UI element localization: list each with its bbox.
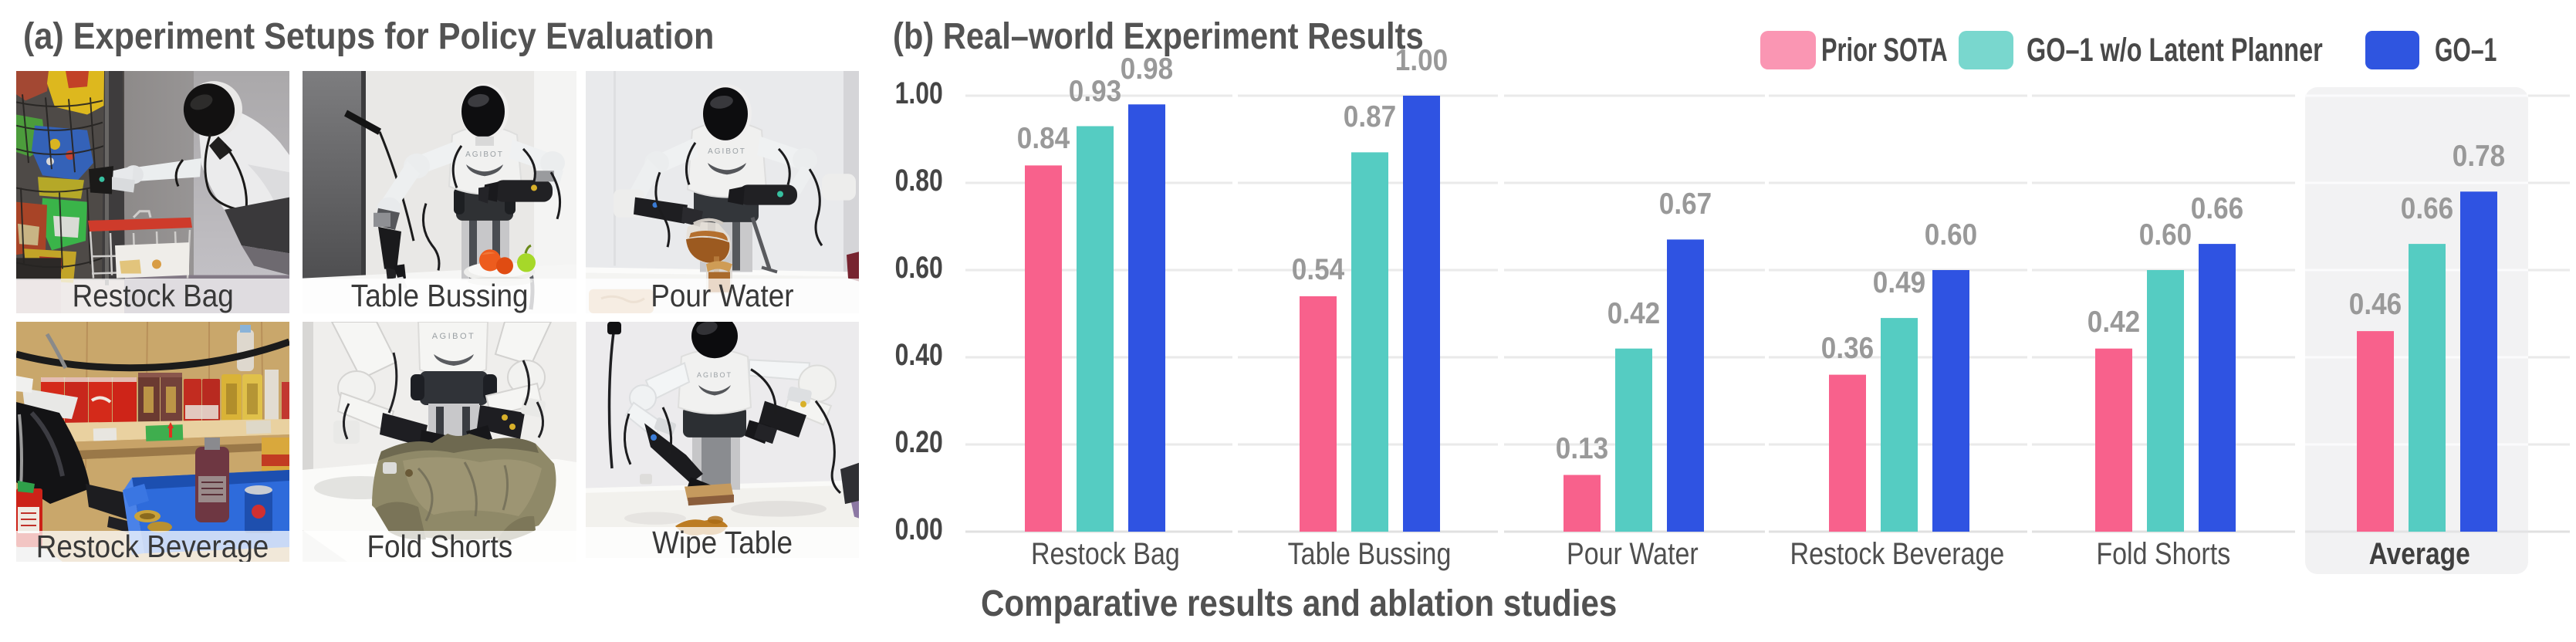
- svg-text:AGIBOT: AGIBOT: [465, 150, 504, 159]
- svg-text:AGIBOT: AGIBOT: [697, 371, 732, 379]
- svg-text:AGIBOT: AGIBOT: [432, 332, 476, 341]
- svg-text:AGIBOT: AGIBOT: [708, 147, 746, 156]
